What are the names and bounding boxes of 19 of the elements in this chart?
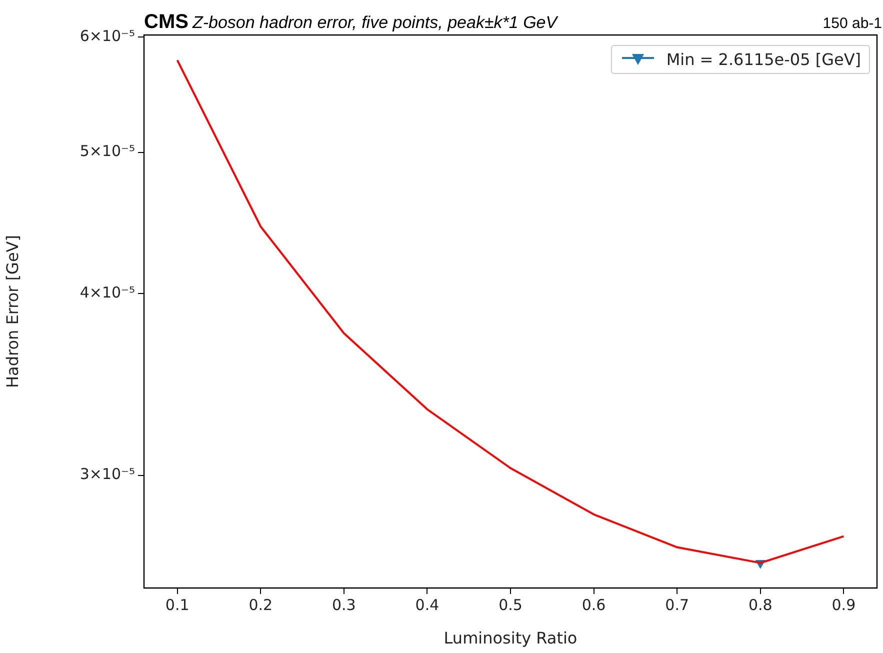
legend-label: Min = 2.6115e-05 [GeV] [666, 50, 861, 69]
x-tick-label: 0.9 [832, 596, 856, 614]
x-tick-label: 0.5 [498, 596, 522, 614]
x-tick-label: 0.8 [748, 596, 772, 614]
x-tick-label: 0.6 [582, 596, 606, 614]
x-axis-title: Luminosity Ratio [444, 628, 578, 648]
y-tick-label: 5×10⁻⁵ [80, 142, 135, 160]
chart-subtitle: Z-boson hadron error, five points, peak±k*1 GeV [191, 13, 559, 32]
x-tick-label: 0.3 [332, 596, 356, 614]
text: 150 ab-1 [822, 15, 882, 32]
x-tick-label: 0.4 [415, 596, 440, 614]
y-tick-label: 4×10⁻⁵ [80, 283, 135, 302]
y-tick-label: 6×10⁻⁵ [80, 26, 135, 45]
y-tick-label: 3×10⁻⁵ [80, 465, 135, 484]
chart-title: CMS [144, 11, 188, 33]
x-tick-label: 0.7 [665, 596, 690, 614]
x-tick-label: 0.1 [165, 596, 190, 614]
x-tick-label: 0.2 [248, 596, 273, 614]
y-axis-title: Hadron Error [GeV] [2, 235, 22, 388]
